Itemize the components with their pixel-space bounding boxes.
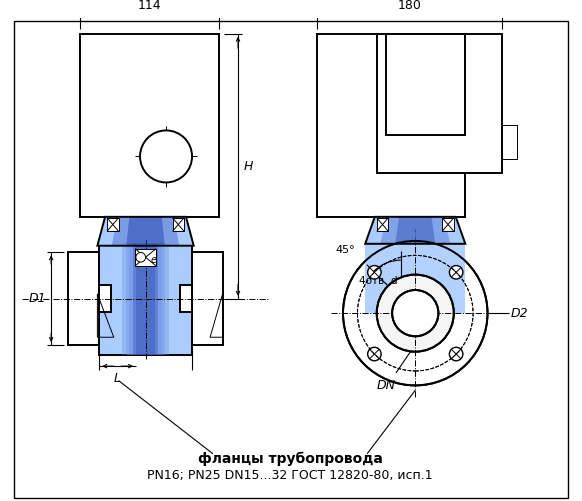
Bar: [100, 243, 192, 355]
Circle shape: [343, 241, 488, 385]
Text: PN16; PN25 DN15...32 ГОСТ 12820-80, исп.1: PN16; PN25 DN15...32 ГОСТ 12820-80, исп.…: [147, 469, 433, 482]
Bar: [172, 218, 184, 231]
Bar: [502, 125, 517, 159]
Bar: [136, 243, 155, 355]
Text: 45°: 45°: [335, 245, 355, 256]
Text: 180: 180: [398, 0, 421, 12]
Circle shape: [136, 253, 146, 262]
Text: H: H: [244, 160, 253, 173]
Polygon shape: [126, 217, 165, 245]
Bar: [133, 243, 158, 355]
Bar: [377, 34, 502, 173]
Text: D1: D1: [29, 292, 47, 305]
Bar: [135, 248, 156, 266]
Circle shape: [368, 266, 381, 279]
Text: DN: DN: [377, 379, 396, 392]
Bar: [442, 218, 454, 231]
Bar: [129, 243, 162, 355]
Text: D2: D2: [510, 307, 528, 320]
Text: фланцы трубопровода: фланцы трубопровода: [198, 451, 382, 466]
Circle shape: [449, 347, 463, 361]
Bar: [180, 285, 192, 312]
Bar: [80, 34, 219, 217]
Circle shape: [392, 290, 438, 336]
Text: e: e: [150, 255, 157, 265]
Bar: [69, 253, 100, 345]
Text: 4отв. d: 4отв. d: [360, 276, 398, 286]
Polygon shape: [112, 217, 179, 245]
Polygon shape: [365, 244, 466, 313]
Polygon shape: [365, 217, 466, 244]
Circle shape: [377, 275, 454, 352]
Circle shape: [368, 347, 381, 361]
Bar: [100, 285, 111, 312]
Text: L: L: [114, 372, 121, 385]
Bar: [317, 34, 466, 217]
Bar: [377, 218, 388, 231]
Polygon shape: [395, 217, 435, 244]
Circle shape: [449, 266, 463, 279]
Bar: [192, 253, 222, 345]
Circle shape: [140, 130, 192, 182]
Bar: [386, 34, 466, 135]
Polygon shape: [97, 217, 194, 245]
Bar: [126, 243, 165, 355]
Polygon shape: [380, 217, 450, 244]
Bar: [122, 243, 169, 355]
Bar: [107, 218, 119, 231]
Text: 114: 114: [137, 0, 161, 12]
